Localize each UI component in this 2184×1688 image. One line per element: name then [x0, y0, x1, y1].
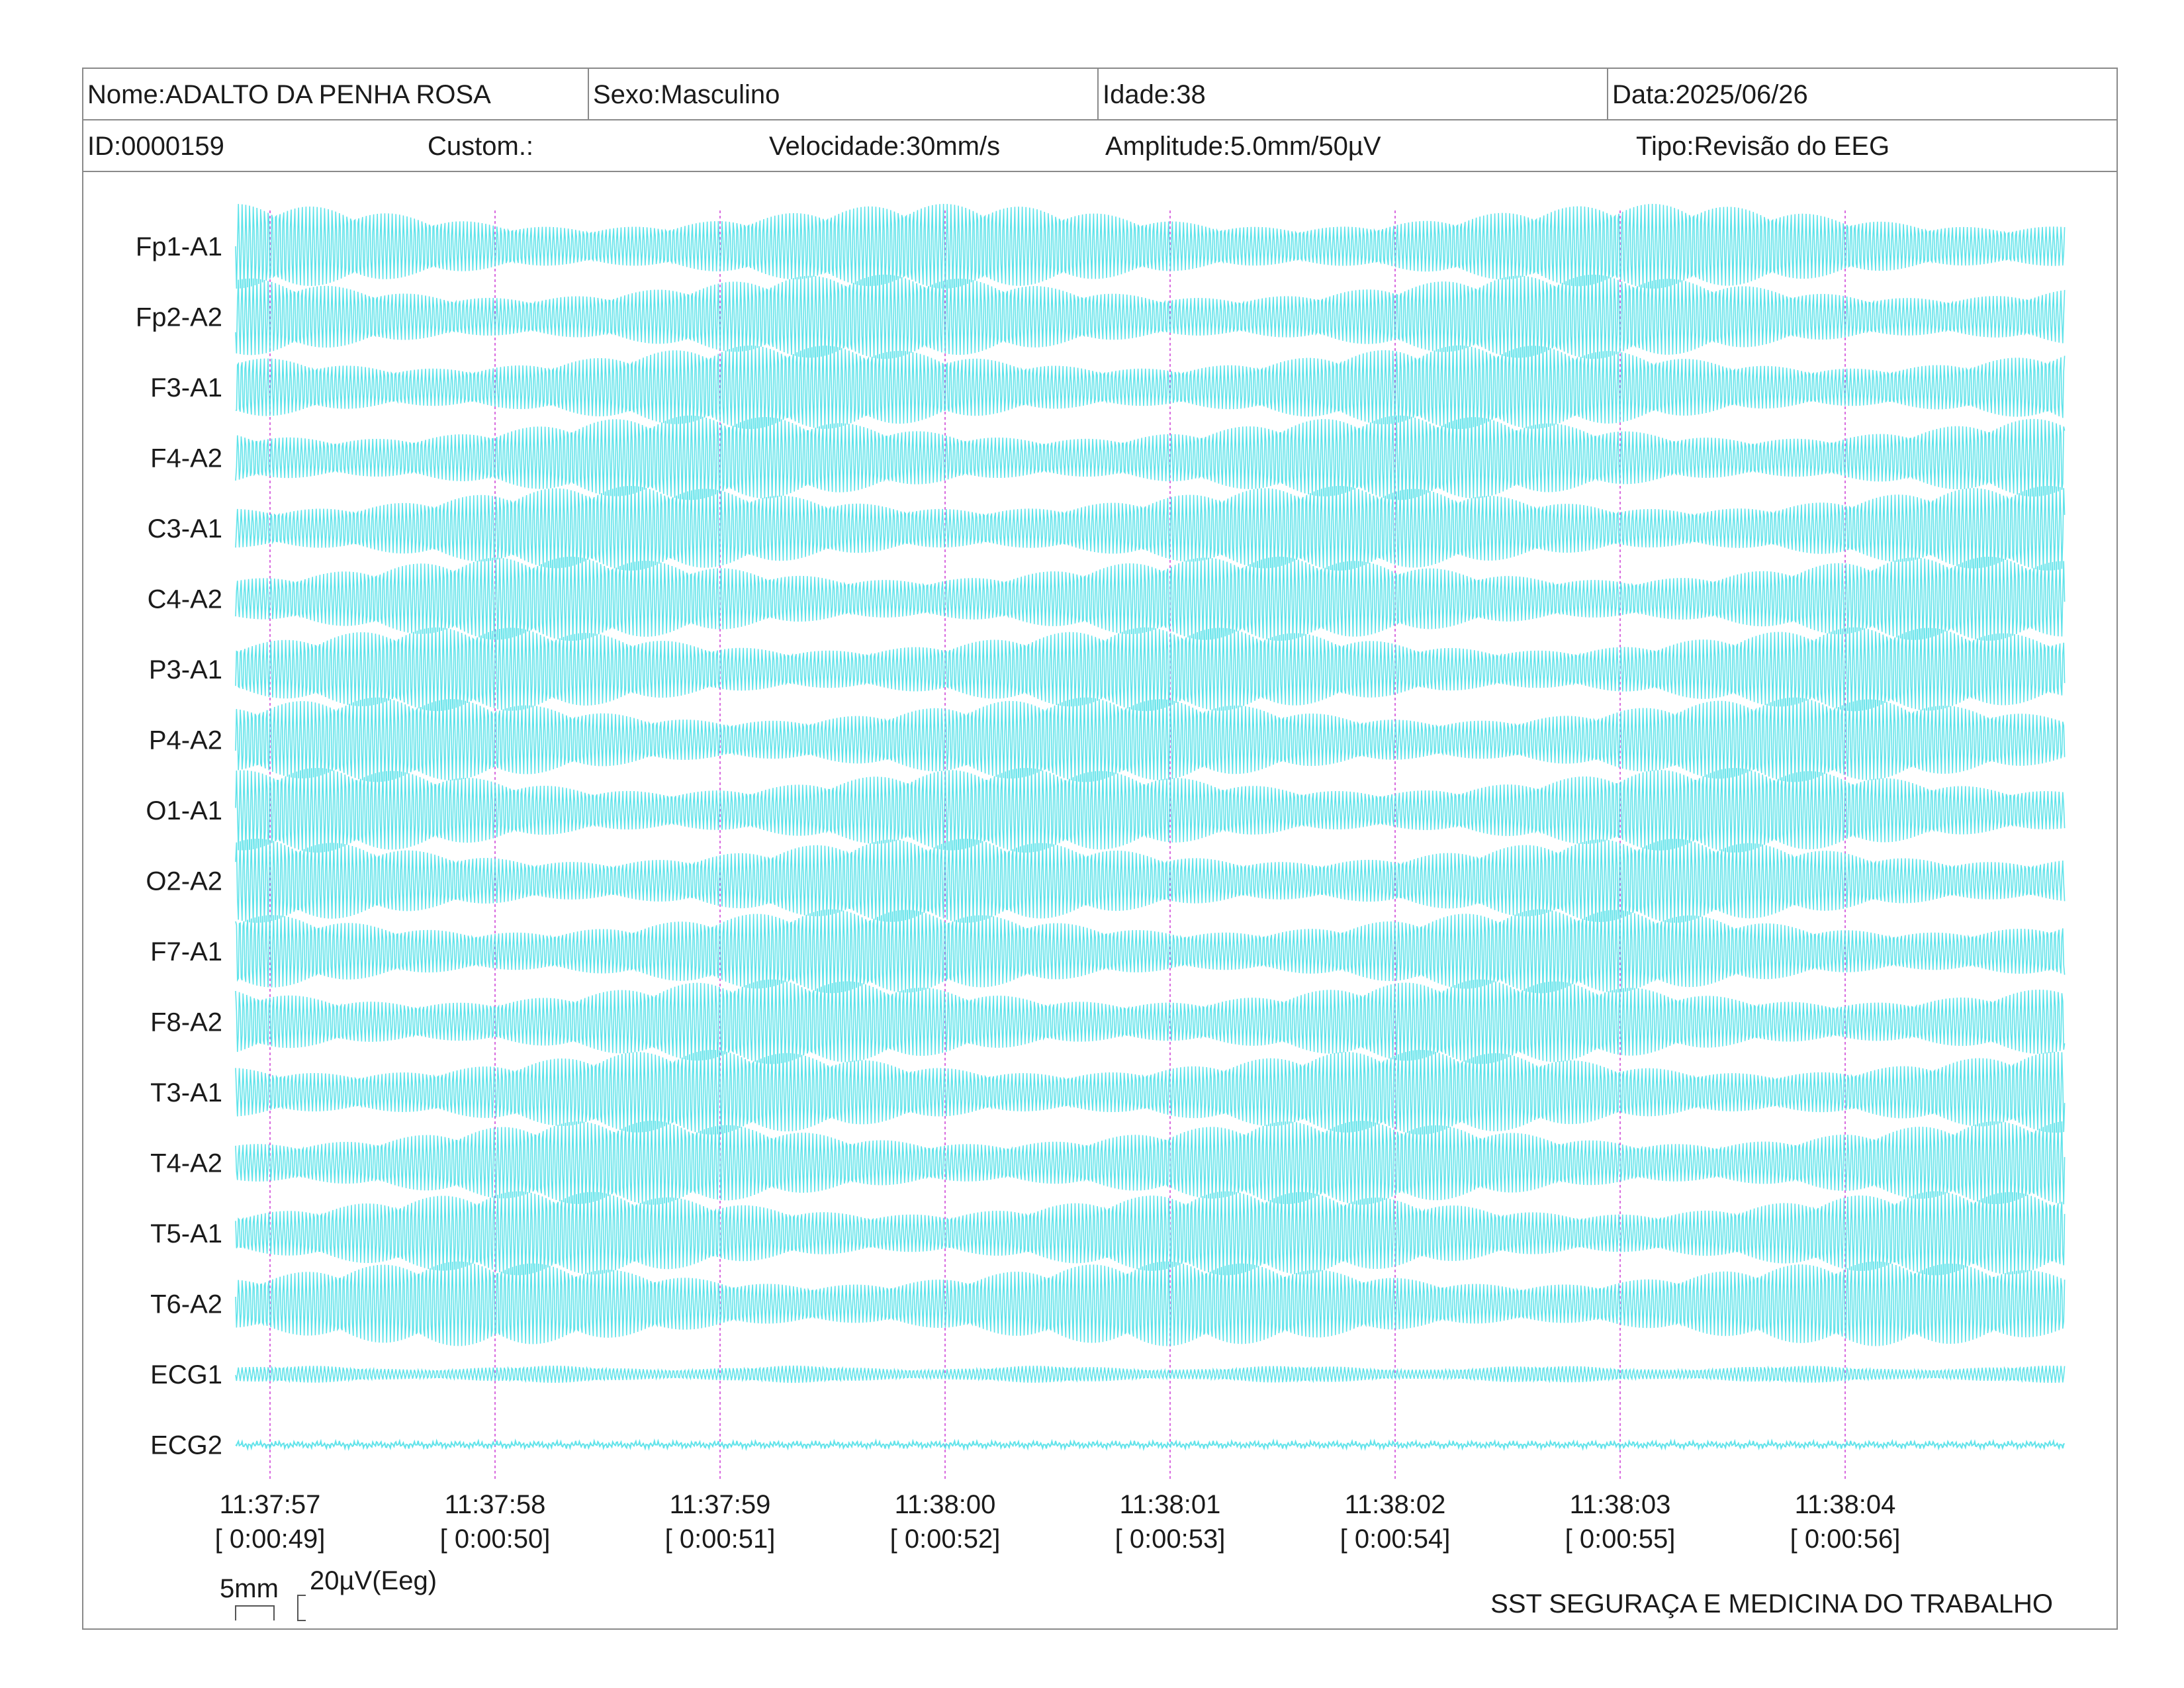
exam-date: Data:2025/06/26: [1607, 69, 2116, 119]
header-row-2: ID:0000159 Custom.: Velocidade:30mm/s Am…: [83, 120, 2116, 172]
channel-trace: [235, 1261, 2066, 1346]
time-tick-elapsed: [ 0:00:54]: [1340, 1524, 1451, 1554]
amplitude-setting: Amplitude:5.0mm/50µV: [1105, 132, 1381, 161]
channel-label: O2-A2: [146, 867, 222, 896]
channel-trace: [235, 203, 2066, 289]
channel-trace: [235, 697, 2066, 782]
channel-label: ECG2: [150, 1431, 222, 1460]
time-tick-clock: 11:38:04: [1795, 1490, 1896, 1519]
channel-trace: [235, 1191, 2066, 1276]
scale-bar-icon: [235, 1595, 306, 1621]
time-tick-clock: 11:38:02: [1345, 1490, 1446, 1519]
time-tick-clock: 11:37:58: [445, 1490, 546, 1519]
time-tick-elapsed: [ 0:00:50]: [440, 1524, 551, 1554]
channel-label: F4-A2: [150, 444, 222, 473]
channel-trace: [235, 979, 2066, 1064]
time-tick-elapsed: [ 0:00:49]: [215, 1524, 326, 1554]
channel-label: Fp1-A1: [136, 232, 222, 261]
channel-trace: [235, 1438, 2066, 1452]
time-scale-label: 5mm: [220, 1574, 279, 1603]
time-tick-elapsed: [ 0:00:51]: [665, 1524, 776, 1554]
time-tick-clock: 11:38:03: [1570, 1490, 1671, 1519]
channel-label: ECG1: [150, 1360, 222, 1389]
paper-speed: Velocidade:30mm/s: [769, 132, 1001, 161]
header-row-1: Nome:ADALTO DA PENHA ROSA Sexo:Masculino…: [83, 69, 2116, 120]
channel-label: F3-A1: [150, 373, 222, 402]
time-tick-clock: 11:38:00: [895, 1490, 996, 1519]
report-frame: Nome:ADALTO DA PENHA ROSA Sexo:Masculino…: [82, 68, 2118, 1630]
channel-trace: [235, 838, 2066, 923]
channel-trace: [235, 1365, 2066, 1383]
time-tick-clock: 11:37:59: [670, 1490, 771, 1519]
channel-label: F7-A1: [150, 937, 222, 966]
channel-label: Fp2-A2: [136, 303, 222, 332]
channel-label: F8-A2: [150, 1008, 222, 1037]
custom-field: Custom.:: [428, 132, 534, 161]
organization-name: SST SEGURAÇA E MEDICINA DO TRABALHO: [1490, 1589, 2053, 1618]
time-tick-elapsed: [ 0:00:56]: [1790, 1524, 1901, 1554]
channel-label: C4-A2: [148, 585, 222, 614]
channel-trace: [235, 556, 2066, 641]
channel-trace: [235, 274, 2066, 359]
channel-label: O1-A1: [146, 796, 222, 825]
time-tick-clock: 11:38:01: [1120, 1490, 1221, 1519]
patient-sex: Sexo:Masculino: [588, 69, 1097, 119]
time-tick-clock: 11:37:57: [220, 1490, 321, 1519]
time-tick-elapsed: [ 0:00:55]: [1565, 1524, 1676, 1554]
channel-label: T6-A2: [150, 1290, 222, 1319]
channel-trace: [235, 909, 2066, 994]
channel-label: P4-A2: [149, 726, 222, 755]
channel-label: P3-A1: [149, 655, 222, 684]
channel-trace: [235, 415, 2066, 500]
channel-label: T5-A1: [150, 1219, 222, 1248]
channel-trace: [235, 485, 2066, 571]
time-tick-elapsed: [ 0:00:53]: [1115, 1524, 1226, 1554]
patient-name: Nome:ADALTO DA PENHA ROSA: [87, 80, 491, 109]
channel-trace: [235, 1049, 2066, 1135]
channel-trace: [235, 1120, 2066, 1205]
channel-trace: [235, 768, 2066, 853]
record-type: Tipo:Revisão do EEG: [1636, 132, 1890, 161]
patient-age: Idade:38: [1097, 69, 1607, 119]
time-tick-elapsed: [ 0:00:52]: [890, 1524, 1001, 1554]
channel-label: C3-A1: [148, 514, 222, 543]
patient-id: ID:0000159: [87, 132, 224, 161]
channel-trace: [235, 627, 2066, 712]
channel-label: T3-A1: [150, 1078, 222, 1107]
amplitude-scale-label: 20µV(Eeg): [310, 1566, 437, 1595]
channel-label: T4-A2: [150, 1149, 222, 1178]
channel-trace: [235, 345, 2066, 430]
